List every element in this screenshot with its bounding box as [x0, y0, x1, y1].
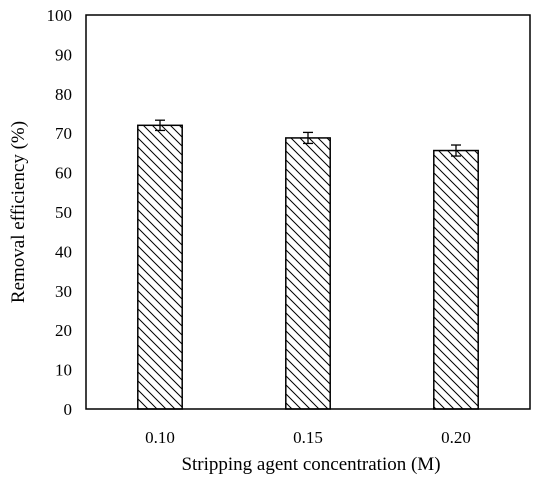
y-tick-label: 90 [55, 45, 72, 64]
y-tick-label: 50 [55, 203, 72, 222]
bars-group [137, 124, 479, 410]
y-tick-label: 60 [55, 164, 72, 183]
bar-0.15 [285, 137, 331, 410]
y-tick-label: 40 [55, 242, 72, 261]
y-tick-label: 100 [47, 6, 73, 25]
x-axis-title: Stripping agent concentration (M) [181, 454, 440, 475]
error-bar [155, 119, 165, 132]
error-bar [451, 144, 461, 157]
y-tick-label: 10 [55, 361, 72, 380]
bar-0.10 [137, 124, 183, 410]
y-tick-label: 30 [55, 282, 72, 301]
y-tick-label: 0 [64, 400, 73, 419]
x-axis-ticks: 0.10 0.15 0.20 [145, 428, 471, 447]
y-axis-title: Removal efficiency (%) [8, 121, 29, 303]
x-tick-label: 0.20 [441, 428, 471, 447]
error-bars-group [155, 119, 461, 157]
x-tick-label: 0.15 [293, 428, 323, 447]
y-axis-ticks: 0 10 20 30 40 50 60 70 80 90 100 [47, 6, 73, 419]
y-tick-label: 70 [55, 124, 72, 143]
bar-0.20 [433, 149, 479, 410]
y-tick-label: 80 [55, 85, 72, 104]
y-tick-label: 20 [55, 321, 72, 340]
x-tick-label: 0.10 [145, 428, 175, 447]
error-bar [303, 131, 313, 145]
